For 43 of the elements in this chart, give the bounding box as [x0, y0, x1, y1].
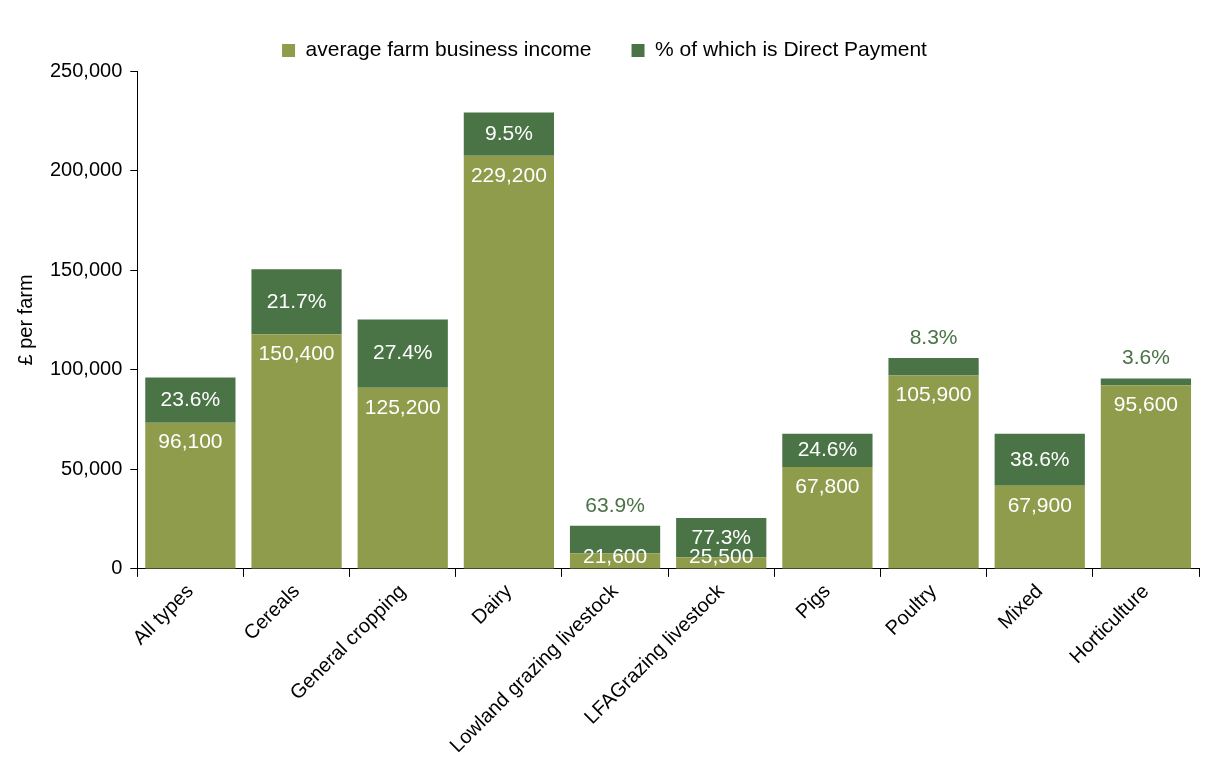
annotation: 23.6% — [160, 386, 221, 410]
annotation: 63.9% — [585, 492, 645, 516]
y-tick-label: 200,000 — [50, 158, 123, 181]
bar — [888, 357, 979, 376]
y-tick-label: 100,000 — [50, 357, 123, 380]
annotation: 105,900 — [895, 382, 972, 406]
annotation: 21,600 — [582, 543, 648, 567]
legend-label: % of which is Direct Payment — [655, 37, 928, 61]
annotation: 125,200 — [364, 394, 441, 418]
annotation: 96,100 — [158, 429, 223, 453]
annotation: 150,400 — [258, 341, 335, 365]
x-tick-label: Pigs — [791, 579, 835, 623]
bar — [463, 112, 555, 156]
bar — [782, 467, 873, 569]
bar — [994, 485, 1085, 569]
annotation: 27.4% — [372, 340, 433, 364]
annotation: 8.3% — [909, 324, 958, 348]
bar — [145, 377, 236, 423]
bar — [463, 155, 555, 569]
bar — [251, 334, 342, 569]
annotation: 21.7% — [266, 288, 327, 312]
legend-label: average farm business income — [305, 37, 592, 61]
bar — [357, 319, 448, 388]
bar — [994, 433, 1085, 486]
annotation: 24.6% — [797, 437, 858, 461]
y-tick-label: 50,000 — [61, 456, 123, 479]
annotation: 38.6% — [1009, 446, 1070, 470]
annotation: 67,900 — [1007, 492, 1072, 516]
bar — [145, 422, 236, 569]
bar — [357, 387, 448, 569]
annotation: 67,800 — [795, 473, 860, 497]
bar — [1100, 378, 1192, 386]
y-tick-label: 250,000 — [50, 58, 123, 81]
y-axis-title: £ per farm — [13, 274, 36, 366]
y-tick-label: 0 — [111, 556, 123, 579]
bar — [888, 375, 979, 569]
bar — [251, 269, 342, 335]
annotation: 95,600 — [1113, 392, 1179, 416]
y-tick-label: 150,000 — [50, 257, 123, 280]
bar — [1100, 385, 1192, 569]
annotation: 229,200 — [470, 162, 547, 186]
annotation: 9.5% — [484, 120, 533, 144]
annotation: 3.6% — [1121, 345, 1170, 369]
